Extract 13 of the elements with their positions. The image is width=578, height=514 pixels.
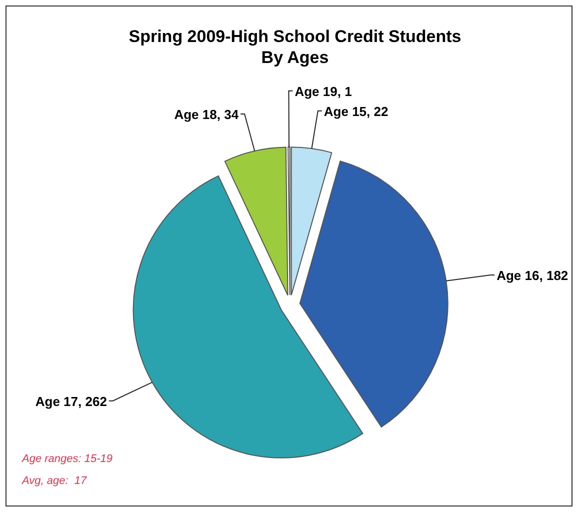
data-label: , 262 [78, 394, 107, 409]
data-label: , 34 [216, 106, 240, 122]
text: Avg, age: 17 [21, 475, 88, 487]
slice-label: Age 19 [294, 84, 338, 99]
slice-label: Age 17 [35, 394, 78, 409]
chart-title: Spring 2009-High School Credit Students By Ages [128, 27, 462, 67]
slice-label: Age 16 [496, 268, 540, 284]
data-label: , 1 [337, 84, 352, 99]
slice-label: Age 18 [174, 106, 217, 122]
text: Age ranges: 15-19 [21, 453, 113, 465]
data-label: , 22 [366, 104, 388, 119]
slice-label: Age 15 [324, 104, 367, 119]
data-label: , 182 [539, 268, 568, 284]
